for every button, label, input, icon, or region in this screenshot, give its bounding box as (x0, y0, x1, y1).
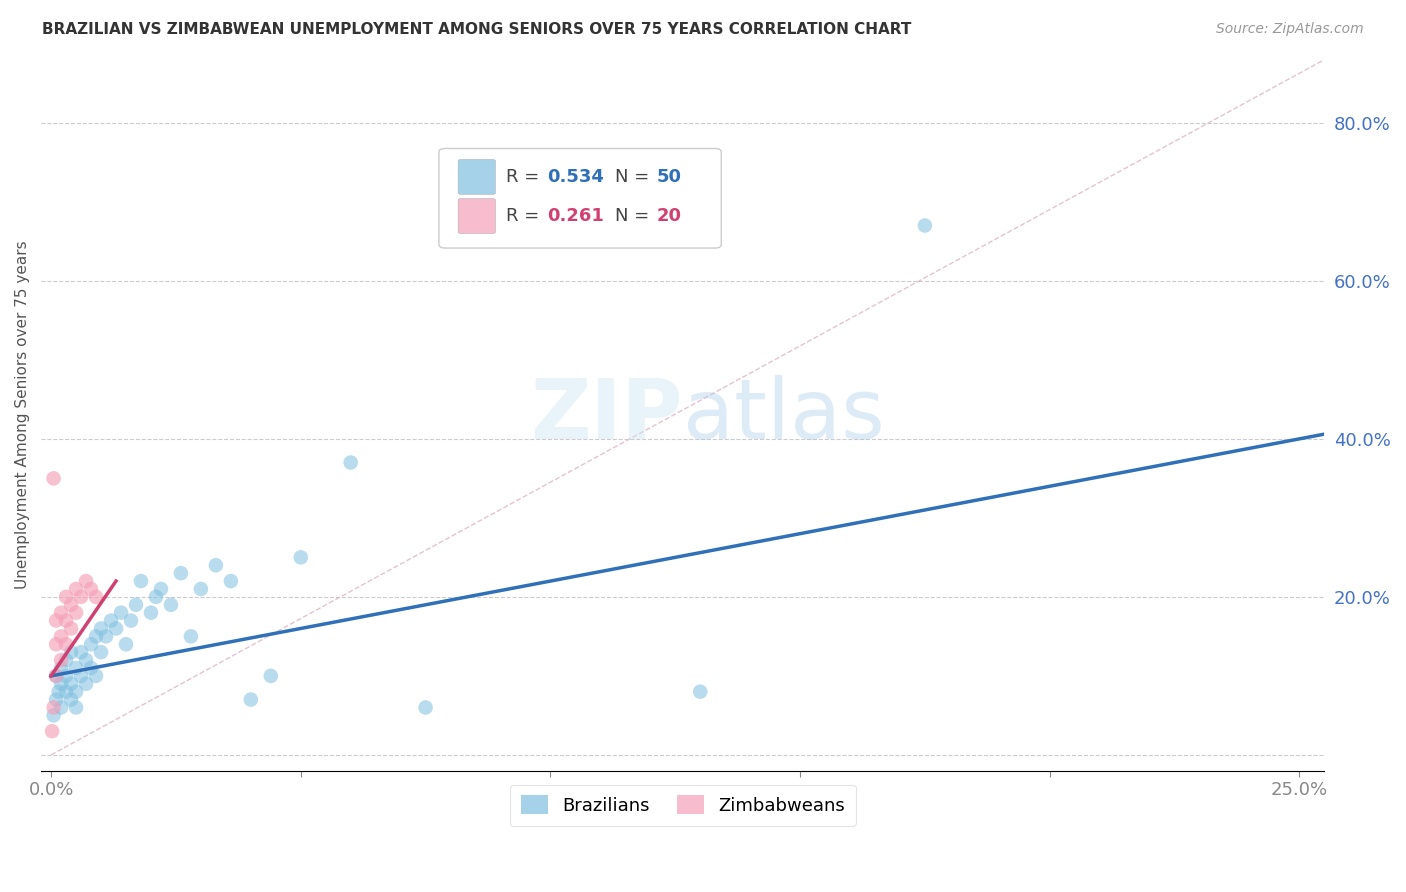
Point (205, 558, 228, 573)
Point (260, 669, 283, 683)
Point (84, 590, 107, 604)
Y-axis label: Unemployment Among Seniors over 75 years: Unemployment Among Seniors over 75 years (15, 241, 30, 590)
Text: BRAZILIAN VS ZIMBABWEAN UNEMPLOYMENT AMONG SENIORS OVER 75 YEARS CORRELATION CHA: BRAZILIAN VS ZIMBABWEAN UNEMPLOYMENT AMO… (42, 22, 911, 37)
Point (90, 622, 112, 636)
Text: R =: R = (506, 168, 544, 186)
Point (45, 637, 67, 651)
Point (65, 582, 87, 596)
Point (49, 700, 72, 714)
Point (80, 582, 103, 596)
Point (60, 645, 83, 659)
Text: N =: N = (614, 168, 655, 186)
Point (60, 598, 83, 612)
Point (105, 622, 128, 636)
Point (75, 653, 97, 667)
Point (55, 637, 77, 651)
Text: Source: ZipAtlas.com: Source: ZipAtlas.com (1216, 22, 1364, 37)
Point (94, 629, 117, 643)
Point (45, 669, 67, 683)
Point (60, 622, 83, 636)
Point (55, 669, 77, 683)
Point (75, 574, 97, 588)
Text: 20: 20 (657, 207, 682, 225)
Point (55, 653, 77, 667)
FancyBboxPatch shape (458, 160, 495, 194)
Point (70, 645, 93, 659)
Point (80, 637, 103, 651)
Point (339, 456, 361, 470)
Point (55, 590, 77, 604)
Point (45, 669, 67, 683)
Point (115, 637, 138, 651)
Point (49, 653, 72, 667)
Point (42, 700, 65, 714)
Point (415, 700, 437, 714)
Point (55, 684, 77, 698)
Point (65, 700, 87, 714)
Point (689, 684, 711, 698)
Point (60, 677, 83, 691)
Point (55, 614, 77, 628)
Point (180, 629, 202, 643)
Text: atlas: atlas (683, 375, 884, 456)
Point (49, 661, 72, 675)
Point (48, 684, 70, 698)
Point (45, 692, 67, 706)
Point (41, 724, 63, 739)
Point (145, 590, 167, 604)
Text: N =: N = (614, 207, 655, 225)
Point (110, 606, 132, 620)
Point (60, 692, 83, 706)
Legend: Brazilians, Zimbabweans: Brazilians, Zimbabweans (510, 785, 856, 826)
Point (49, 629, 72, 643)
Point (49, 606, 72, 620)
Point (914, 219, 936, 233)
Text: R =: R = (506, 207, 544, 225)
Point (290, 550, 312, 565)
Point (65, 606, 87, 620)
Point (125, 598, 148, 612)
Point (190, 582, 212, 596)
Point (49, 677, 72, 691)
Point (120, 614, 142, 628)
Point (45, 614, 67, 628)
Point (170, 566, 193, 581)
Point (160, 598, 183, 612)
Point (65, 684, 87, 698)
FancyBboxPatch shape (439, 148, 721, 248)
Point (239, 692, 262, 706)
Point (149, 582, 172, 596)
Point (70, 590, 93, 604)
Point (84, 629, 107, 643)
Text: 0.261: 0.261 (547, 207, 603, 225)
Text: ZIP: ZIP (530, 375, 683, 456)
FancyBboxPatch shape (458, 199, 495, 234)
Text: 50: 50 (657, 168, 682, 186)
Point (84, 669, 107, 683)
Point (90, 645, 112, 659)
Point (80, 661, 103, 675)
Point (129, 574, 152, 588)
Point (65, 661, 87, 675)
Point (219, 574, 242, 588)
Point (70, 669, 93, 683)
Point (75, 677, 97, 691)
Point (42, 471, 65, 485)
Text: 0.534: 0.534 (547, 168, 603, 186)
Point (42, 708, 65, 723)
Point (139, 606, 162, 620)
Point (100, 614, 122, 628)
